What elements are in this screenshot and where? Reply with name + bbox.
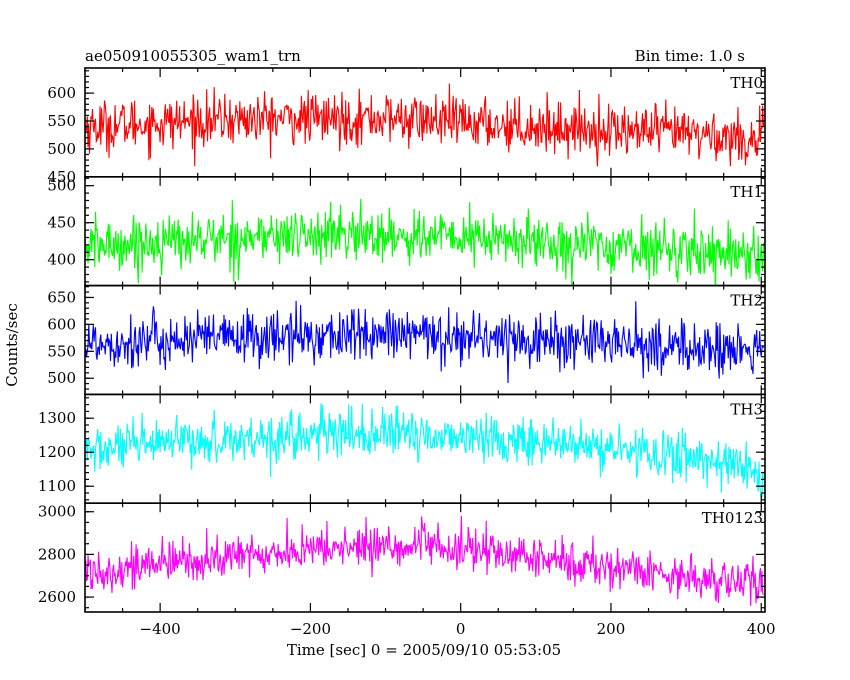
- y-tick-label: 450: [47, 168, 76, 186]
- x-tick-label: 0: [456, 620, 466, 638]
- panel-frame: [84, 393, 766, 504]
- panel-frame: [84, 502, 766, 613]
- panel-label-th0: TH0: [730, 74, 763, 92]
- y-tick-label: 600: [47, 315, 76, 333]
- series-line-th1: [85, 198, 765, 286]
- y-tick-label: 500: [47, 177, 76, 195]
- y-tick-label: 3000: [38, 503, 76, 521]
- x-tick-label: −400: [140, 620, 181, 638]
- y-tick-label: 400: [47, 251, 76, 269]
- y-axis-label: Counts/sec: [3, 303, 21, 387]
- panel-label-th0123: TH0123: [702, 509, 763, 527]
- y-tick-label: 1100: [38, 477, 76, 495]
- y-tick-label: 450: [47, 214, 76, 232]
- x-tick-label: 200: [597, 620, 626, 638]
- panel-label-th3: TH3: [730, 400, 763, 418]
- panel-th2: 500 550 600 650 TH2: [47, 284, 766, 396]
- panel-th0123: 2600 2800 3000 TH0123: [38, 502, 766, 613]
- y-tick-label: 2800: [38, 545, 76, 563]
- series-line-th2: [85, 300, 764, 384]
- series-line-th3: [85, 403, 765, 500]
- figure-title: ae050910055305_wam1_trn: [85, 47, 301, 65]
- x-axis-label: Time [sec] 0 = 2005/09/10 05:53:05: [287, 641, 561, 659]
- panel-label-th2: TH2: [730, 292, 763, 310]
- y-tick-label: 550: [47, 112, 76, 130]
- y-tick-label: 600: [47, 84, 76, 102]
- x-tick-label: −200: [290, 620, 331, 638]
- y-tick-label: 1200: [38, 443, 76, 461]
- y-tick-label: 1300: [38, 409, 76, 427]
- series-line-th0123: [85, 515, 764, 606]
- y-tick-label: 650: [47, 288, 76, 306]
- panel-th1: 400 450 500 TH1: [47, 176, 766, 287]
- y-tick-label: 500: [47, 369, 76, 387]
- series-line-th0: [85, 83, 765, 167]
- y-tick-label: 2600: [38, 588, 76, 606]
- bin-time-label: Bin time: 1.0 s: [635, 47, 745, 65]
- panel-th3: 1100 1200 1300 TH3: [38, 393, 766, 504]
- panel-th0: 450 500 550 600 TH0: [47, 67, 766, 186]
- x-tick-label: 400: [747, 620, 776, 638]
- y-tick-label: 550: [47, 342, 76, 360]
- y-tick-label: 500: [47, 140, 76, 158]
- panel-label-th1: TH1: [730, 183, 763, 201]
- x-axis: −400 −200 0 200 400: [140, 620, 776, 638]
